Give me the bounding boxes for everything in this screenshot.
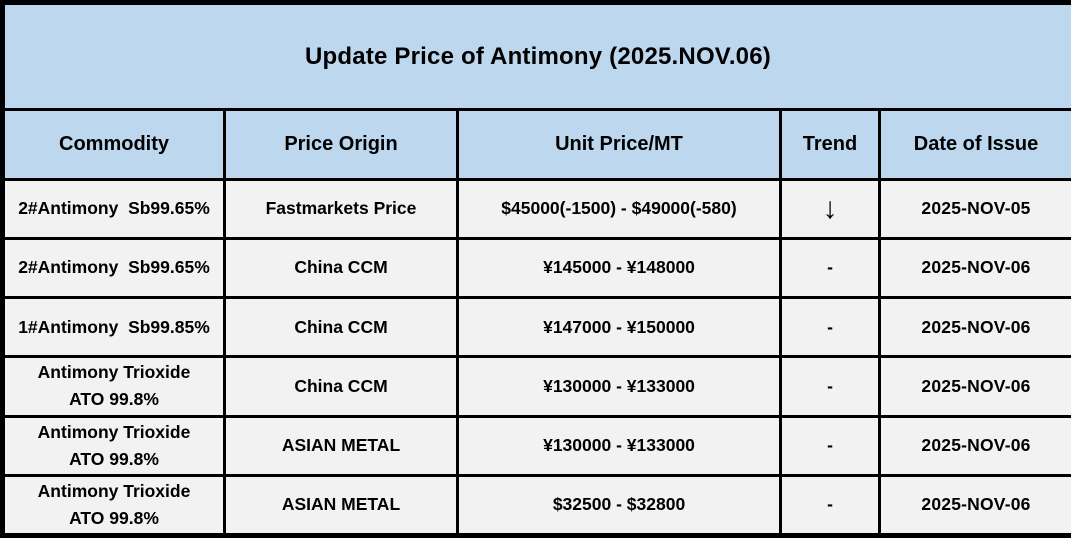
cell-unit-price: $45000(-1500) - $49000(-580) [456,177,782,240]
page-title: Update Price of Antimony (2025.NOV.06) [0,0,1071,112]
col-header-price-origin: Price Origin [223,108,459,181]
table-row: Antimony Trioxide ATO 99.8% China CCM ¥1… [1,355,1071,418]
title-row: Update Price of Antimony (2025.NOV.06) [0,0,1071,112]
trend-down-arrow-icon: ↓ [822,191,838,225]
col-header-commodity: Commodity [1,108,226,181]
col-header-unit-price: Unit Price/MT [456,108,782,181]
cell-unit-price: $32500 - $32800 [456,473,782,538]
cell-price-origin: ASIAN METAL [223,473,459,538]
cell-date-of-issue: 2025-NOV-05 [877,177,1071,240]
cell-trend: - [779,355,881,418]
cell-commodity: Antimony Trioxide ATO 99.8% [1,473,226,538]
cell-price-origin: China CCM [223,355,459,418]
cell-trend: - [779,236,881,300]
table-row: Antimony Trioxide ATO 99.8% ASIAN METAL … [1,473,1071,538]
cell-commodity: Antimony Trioxide ATO 99.8% [1,414,226,477]
cell-date-of-issue: 2025-NOV-06 [877,473,1071,538]
cell-trend: ↓ [779,177,881,240]
cell-price-origin: ASIAN METAL [223,414,459,477]
cell-commodity: 2#Antimony Sb99.65% [1,177,226,240]
cell-unit-price: ¥130000 - ¥133000 [456,414,782,477]
col-header-trend: Trend [779,108,881,181]
table-row: 2#Antimony Sb99.65% Fastmarkets Price $4… [1,177,1071,240]
col-header-date-of-issue: Date of Issue [877,108,1071,181]
cell-unit-price: ¥147000 - ¥150000 [456,296,782,359]
cell-commodity: Antimony Trioxide ATO 99.8% [1,355,226,418]
cell-price-origin: China CCM [223,236,459,300]
cell-trend: - [779,473,881,538]
table-header-row: Commodity Price Origin Unit Price/MT Tre… [1,108,1071,181]
table-row: 1#Antimony Sb99.85% China CCM ¥147000 - … [1,296,1071,359]
cell-price-origin: Fastmarkets Price [223,177,459,240]
cell-commodity: 1#Antimony Sb99.85% [1,296,226,359]
cell-date-of-issue: 2025-NOV-06 [877,236,1071,300]
cell-unit-price: ¥145000 - ¥148000 [456,236,782,300]
cell-date-of-issue: 2025-NOV-06 [877,296,1071,359]
cell-trend: - [779,296,881,359]
cell-commodity: 2#Antimony Sb99.65% [1,236,226,300]
table-row: Antimony Trioxide ATO 99.8% ASIAN METAL … [1,414,1071,477]
cell-date-of-issue: 2025-NOV-06 [877,414,1071,477]
cell-trend: - [779,414,881,477]
cell-price-origin: China CCM [223,296,459,359]
table-row: 2#Antimony Sb99.65% China CCM ¥145000 - … [1,236,1071,300]
cell-unit-price: ¥130000 - ¥133000 [456,355,782,418]
cell-date-of-issue: 2025-NOV-06 [877,355,1071,418]
